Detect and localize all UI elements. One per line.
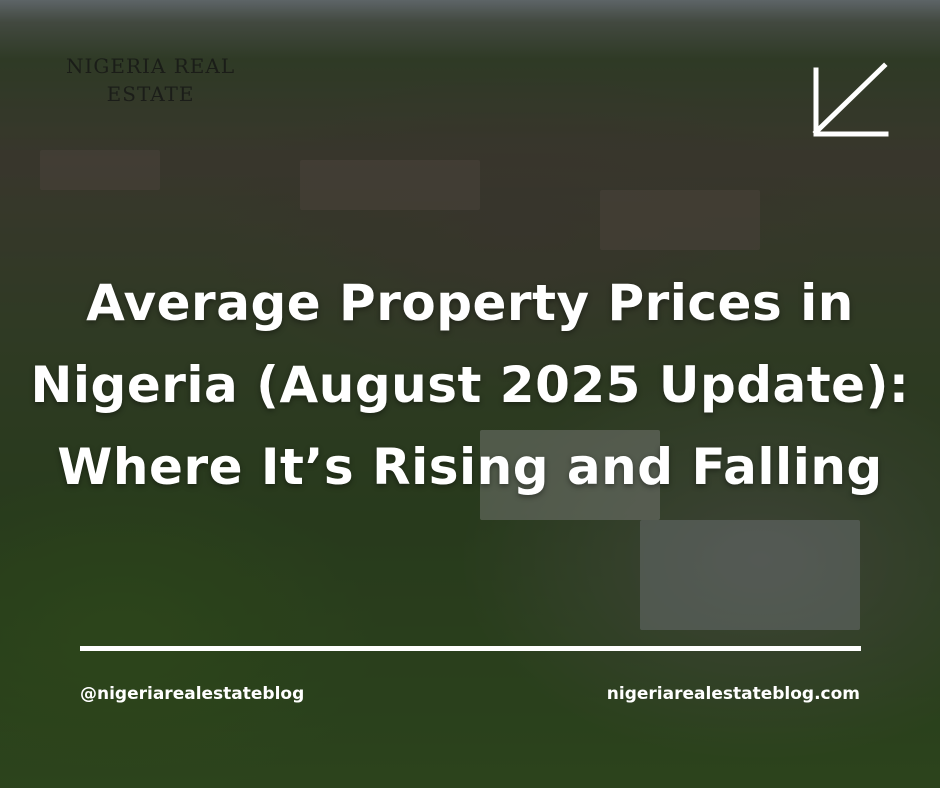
divider <box>80 646 861 651</box>
website: nigeriarealestateblog.com <box>606 684 860 704</box>
logo-line: ESTATE <box>106 82 195 106</box>
background-shape <box>640 520 860 630</box>
background-shape <box>300 160 480 210</box>
background-shape <box>480 430 660 520</box>
title: Average Property Prices in Nigeria (Augu… <box>30 274 910 496</box>
logo-line: NIGERIA REAL <box>66 54 236 78</box>
arrow-icon <box>812 62 889 137</box>
logo: NIGERIA REAL ESTATE <box>66 52 235 108</box>
background-shape <box>600 190 760 250</box>
social-handle: @nigeriarealestateblog <box>80 684 305 704</box>
background-shape <box>40 150 160 190</box>
